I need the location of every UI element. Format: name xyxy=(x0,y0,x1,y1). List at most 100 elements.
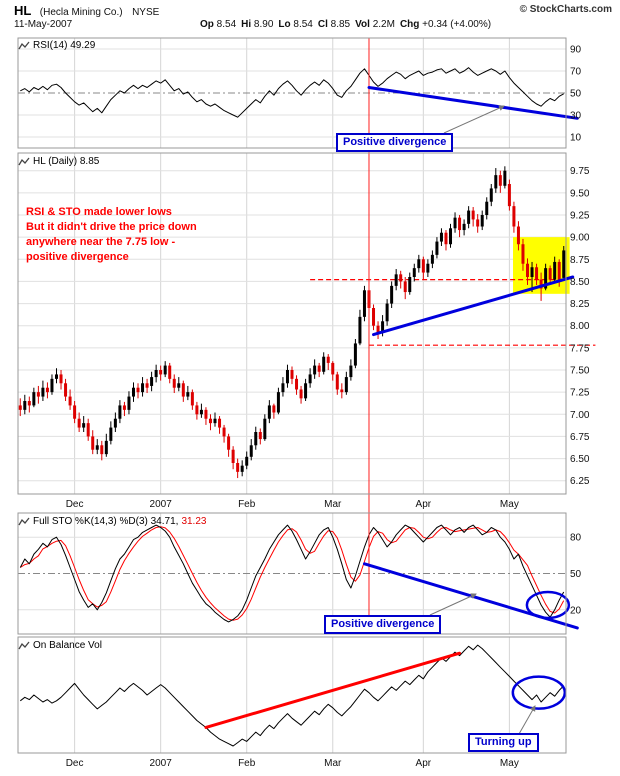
candle-body xyxy=(548,268,552,280)
candle-body xyxy=(213,418,217,424)
x-axis-label: May xyxy=(500,499,519,510)
x-axis-label: Feb xyxy=(238,758,256,769)
candle-body xyxy=(453,217,457,229)
callout-arrow xyxy=(429,593,477,616)
candle-body xyxy=(530,267,534,277)
candle-body xyxy=(353,343,357,366)
candle-body xyxy=(322,356,326,372)
candle-body xyxy=(199,409,203,415)
x-axis-label: Dec xyxy=(66,758,84,769)
stockcharts-credit: © StockCharts.com xyxy=(519,4,612,15)
x-axis-label: Dec xyxy=(66,499,84,510)
note-line: But it didn't drive the price down xyxy=(26,221,197,233)
quote-item: Lo 8.54 xyxy=(278,19,318,30)
candle-body xyxy=(27,401,31,406)
candle-body xyxy=(100,445,104,455)
price-trendline xyxy=(372,275,575,337)
candle-body xyxy=(308,374,312,384)
candle-body xyxy=(236,463,240,472)
y-axis-label: 6.50 xyxy=(570,454,590,465)
series-zigzag-icon xyxy=(18,641,30,649)
series-zigzag-icon xyxy=(18,157,30,165)
candle-body xyxy=(204,409,208,419)
candle-body xyxy=(299,389,303,399)
quote-item: Chg +0.34 (+4.00%) xyxy=(399,19,497,30)
candle-body xyxy=(136,387,140,393)
price-title-text: HL (Daily) 8.85 xyxy=(33,156,100,167)
series-zigzag-icon xyxy=(18,41,30,49)
candle-body xyxy=(498,175,502,186)
candle-body xyxy=(335,374,339,390)
candle-body xyxy=(231,449,235,463)
candle-body xyxy=(77,418,81,428)
obv-line xyxy=(19,644,565,747)
candle-body xyxy=(444,232,448,245)
callout-arrow xyxy=(443,105,505,134)
x-axis-label: 2007 xyxy=(150,758,173,769)
y-axis-label: 8.25 xyxy=(570,299,590,310)
candle-body xyxy=(150,377,154,386)
candle-body xyxy=(385,303,389,322)
candle-body xyxy=(245,456,249,466)
candle-body xyxy=(331,362,335,375)
candle-body xyxy=(471,210,475,220)
chart-header: HL (Hecla Mining Co.) NYSE xyxy=(14,2,159,20)
candle-body xyxy=(340,389,344,393)
candle-body xyxy=(281,383,285,393)
candle-body xyxy=(430,254,434,264)
y-axis-label: 9.25 xyxy=(570,211,590,222)
candle-body xyxy=(494,175,498,189)
candle-body xyxy=(154,370,158,378)
y-axis-label: 70 xyxy=(570,67,582,78)
obv-title-text: On Balance Vol xyxy=(33,640,102,651)
series-zigzag-icon xyxy=(18,517,30,525)
note-line: positive divergence xyxy=(26,251,129,263)
candle-body xyxy=(489,188,493,202)
y-axis-label: 50 xyxy=(570,569,582,580)
candle-body xyxy=(141,383,145,393)
candle-body xyxy=(82,423,86,428)
rsi-panel-title: RSI(14) 49.29 xyxy=(18,40,95,51)
candle-body xyxy=(263,418,267,440)
candle-body xyxy=(512,206,516,227)
candle-body xyxy=(36,392,40,397)
x-axis-label: Mar xyxy=(324,758,342,769)
y-axis-label: 50 xyxy=(570,89,582,100)
candle-body xyxy=(91,436,95,450)
candle-body xyxy=(249,445,253,457)
candle-body xyxy=(449,228,453,245)
x-axis-label: May xyxy=(500,758,519,769)
price-annotation-note: RSI & STO made lower lows But it didn't … xyxy=(26,205,197,265)
candle-body xyxy=(267,405,271,419)
quote-item: Op 8.54 xyxy=(200,19,242,30)
candle-body xyxy=(439,232,443,242)
candle-body xyxy=(326,356,330,363)
candle-body xyxy=(376,325,380,333)
quote-item: Hi 8.90 xyxy=(241,19,279,30)
candle-body xyxy=(557,261,561,281)
quote-item: Cl 8.85 xyxy=(317,19,356,30)
y-axis-label: 8.00 xyxy=(570,321,590,332)
candle-body xyxy=(59,374,63,384)
candle-body xyxy=(145,383,149,388)
obv-trendline xyxy=(204,651,462,729)
candle-body xyxy=(562,250,566,278)
y-axis-label: 10 xyxy=(570,133,582,144)
candle-body xyxy=(462,223,466,231)
candle-body xyxy=(313,365,317,375)
candle-body xyxy=(349,365,353,378)
x-axis-label: Apr xyxy=(416,758,432,769)
candle-body xyxy=(159,370,163,375)
candle-body xyxy=(317,365,321,372)
candle-body xyxy=(390,285,394,304)
y-axis-label: 7.50 xyxy=(570,366,590,377)
price-panel-border xyxy=(17,152,567,495)
candle-body xyxy=(181,383,185,397)
sto-divergence-callout: Positive divergence xyxy=(324,615,442,634)
candle-body xyxy=(408,277,412,293)
sto-panel-title: Full STO %K(14,3) %D(3) 34.71, 31.23 xyxy=(18,516,206,527)
candle-body xyxy=(485,201,489,215)
candle-body xyxy=(64,383,68,397)
candle-body xyxy=(394,274,398,286)
candle-body xyxy=(104,440,108,455)
